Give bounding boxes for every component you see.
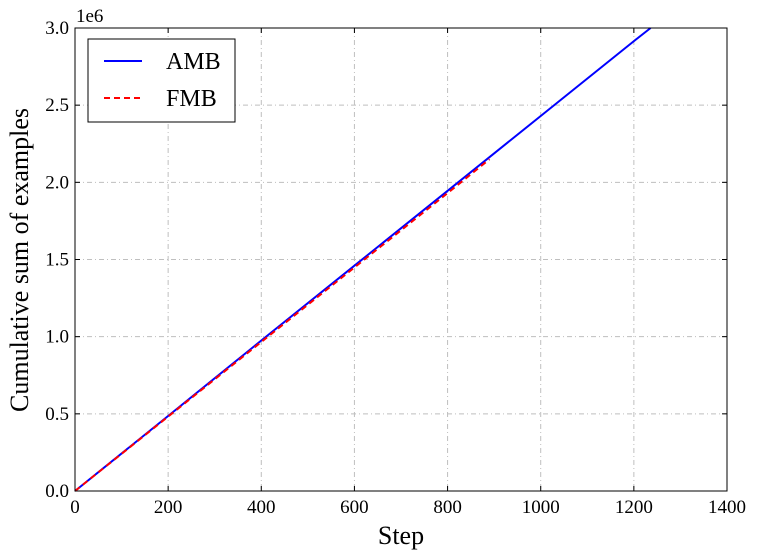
y-tick-label: 2.5 [45,95,69,116]
legend-label-fmb: FMB [166,86,217,112]
series-line-amb [74,27,652,492]
x-tick-label: 600 [340,497,369,518]
legend-label-amb: AMB [166,49,221,75]
y-tick-labels: 0.0 0.5 1.0 1.5 2.0 2.5 3.0 [45,18,69,502]
y-tick-label: 2.0 [45,172,69,193]
grid [75,28,727,491]
x-axis-title: Step [378,521,424,550]
tick-marks [74,27,728,492]
x-tick-label: 1000 [522,497,560,518]
legend: AMB FMB [87,38,236,123]
x-tick-label: 1400 [708,497,746,518]
legend-box [87,38,236,123]
y-axis-title: Cumulative sum of examples [5,108,34,412]
y-tick-label: 1.5 [45,250,69,271]
x-tick-label: 400 [247,497,276,518]
y-tick-label: 3.0 [45,18,69,39]
y-tick-label: 0.0 [45,481,69,502]
y-tick-label: 0.5 [45,404,69,425]
x-tick-label: 800 [433,497,462,518]
y-tick-label: 1.0 [45,327,69,348]
series-group [74,27,652,492]
x-tick-label: 1200 [615,497,653,518]
x-tick-label: 200 [154,497,183,518]
x-tick-label: 0 [70,497,80,518]
x-tick-labels: 0 200 400 600 800 1000 1200 1400 [70,497,746,518]
y-offset-label: 1e6 [76,6,103,27]
